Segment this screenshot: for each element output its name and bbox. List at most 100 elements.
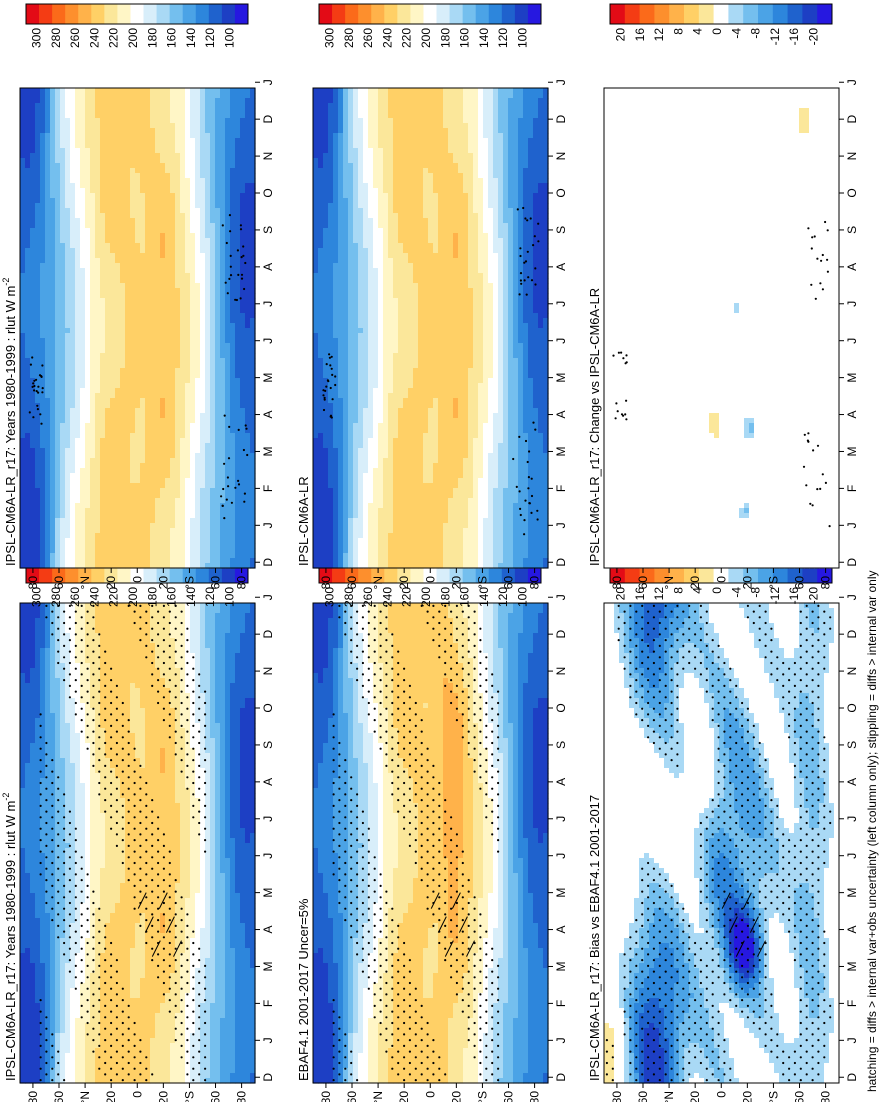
stipple-dot bbox=[145, 804, 148, 808]
heatmap-cell bbox=[135, 863, 141, 869]
heatmap-cell bbox=[205, 853, 211, 859]
heatmap-cell bbox=[240, 838, 246, 844]
heatmap-cell bbox=[70, 953, 76, 959]
heatmap-cell bbox=[35, 663, 41, 669]
heatmap-cell bbox=[65, 963, 71, 969]
heatmap-cell bbox=[165, 938, 171, 944]
stipple-dot bbox=[98, 759, 101, 762]
heatmap-cell bbox=[200, 833, 206, 839]
heatmap-cell bbox=[35, 638, 41, 644]
stipple-dot bbox=[104, 764, 107, 768]
heatmap-cell bbox=[250, 868, 256, 874]
stipple-dot bbox=[68, 890, 71, 893]
heatmap-cell bbox=[60, 848, 66, 854]
heatmap-cell bbox=[50, 763, 56, 769]
heatmap-cell bbox=[170, 993, 176, 999]
heatmap-cell bbox=[30, 968, 36, 974]
heatmap-cell bbox=[150, 1043, 156, 1049]
heatmap-cell bbox=[65, 883, 71, 889]
heatmap-cell bbox=[110, 923, 116, 929]
heatmap-cell bbox=[135, 673, 141, 679]
heatmap-cell bbox=[125, 1038, 131, 1044]
heatmap-cell bbox=[235, 673, 241, 679]
heatmap-cell bbox=[165, 1023, 171, 1029]
stipple-dot bbox=[121, 839, 124, 842]
heatmap-cell bbox=[140, 803, 146, 809]
heatmap-cell bbox=[145, 933, 151, 939]
heatmap-cell bbox=[205, 603, 211, 609]
heatmap-cell bbox=[205, 728, 211, 734]
heatmap-cell bbox=[95, 623, 101, 629]
heatmap-cell bbox=[190, 813, 196, 819]
heatmap-cell bbox=[245, 728, 251, 734]
heatmap-cell bbox=[115, 778, 121, 784]
heatmap-cell bbox=[30, 833, 36, 839]
stipple-dot bbox=[80, 650, 83, 653]
heatmap-cell bbox=[135, 983, 141, 989]
heatmap-cell bbox=[220, 638, 226, 644]
heatmap-cell bbox=[70, 1023, 76, 1029]
heatmap-cell bbox=[50, 1053, 56, 1059]
stipple-dot bbox=[45, 776, 48, 779]
heatmap-cell bbox=[105, 968, 111, 974]
heatmap-cell bbox=[225, 953, 231, 959]
heatmap-cell bbox=[20, 893, 26, 899]
heatmap-cell bbox=[220, 988, 226, 994]
heatmap-cell bbox=[35, 988, 41, 994]
heatmap-cell bbox=[120, 733, 126, 739]
heatmap-cell bbox=[65, 843, 71, 849]
heatmap-cell bbox=[150, 893, 156, 899]
heatmap-cell bbox=[95, 793, 101, 799]
heatmap-cell bbox=[225, 603, 231, 609]
heatmap-cell bbox=[240, 1068, 246, 1074]
heatmap-cell bbox=[165, 728, 171, 734]
heatmap-cell bbox=[175, 638, 181, 644]
heatmap-cell bbox=[20, 668, 26, 674]
heatmap-cell bbox=[95, 823, 101, 829]
heatmap-cell bbox=[90, 878, 96, 884]
heatmap-cell bbox=[140, 828, 146, 834]
heatmap-cell bbox=[230, 688, 236, 694]
heatmap-cell bbox=[75, 648, 81, 654]
heatmap-cell bbox=[115, 743, 121, 749]
heatmap-cell bbox=[130, 973, 136, 979]
stipple-dot bbox=[104, 1039, 107, 1042]
heatmap-cell bbox=[250, 643, 256, 649]
heatmap-cell bbox=[160, 713, 166, 719]
heatmap-cell bbox=[195, 763, 201, 769]
heatmap-cell bbox=[90, 773, 96, 779]
heatmap-cell bbox=[155, 803, 161, 809]
heatmap-cell bbox=[45, 678, 51, 684]
heatmap-cell bbox=[240, 768, 246, 774]
heatmap-cell bbox=[120, 1073, 126, 1079]
heatmap-cell bbox=[45, 853, 51, 859]
heatmap-cell bbox=[30, 903, 36, 909]
heatmap-cell bbox=[100, 763, 106, 769]
heatmap-cell bbox=[210, 843, 216, 849]
heatmap-cell bbox=[45, 923, 51, 929]
heatmap-cell bbox=[135, 1078, 141, 1084]
stipple-dot bbox=[68, 970, 71, 973]
heatmap-cell bbox=[215, 848, 221, 854]
heatmap-cell bbox=[100, 768, 106, 774]
heatmap-cell bbox=[130, 948, 136, 954]
heatmap-cell bbox=[25, 603, 31, 609]
heatmap-cell bbox=[105, 1068, 111, 1074]
heatmap-cell bbox=[80, 798, 86, 804]
heatmap-cell bbox=[65, 868, 71, 874]
heatmap-cell bbox=[85, 953, 91, 959]
heatmap-cell bbox=[85, 618, 91, 624]
heatmap-cell bbox=[75, 663, 81, 669]
heatmap-cell bbox=[250, 838, 256, 844]
heatmap-cell bbox=[130, 808, 136, 814]
heatmap-cell bbox=[200, 978, 206, 984]
heatmap-cell bbox=[60, 938, 66, 944]
heatmap-cell bbox=[105, 748, 111, 754]
heatmap-cell bbox=[225, 878, 231, 884]
heatmap-cell bbox=[170, 733, 176, 739]
heatmap-cell bbox=[75, 708, 81, 714]
heatmap-cell bbox=[30, 758, 36, 764]
heatmap-cell bbox=[205, 808, 211, 814]
heatmap-cell bbox=[170, 703, 176, 709]
heatmap-cell bbox=[250, 623, 256, 629]
